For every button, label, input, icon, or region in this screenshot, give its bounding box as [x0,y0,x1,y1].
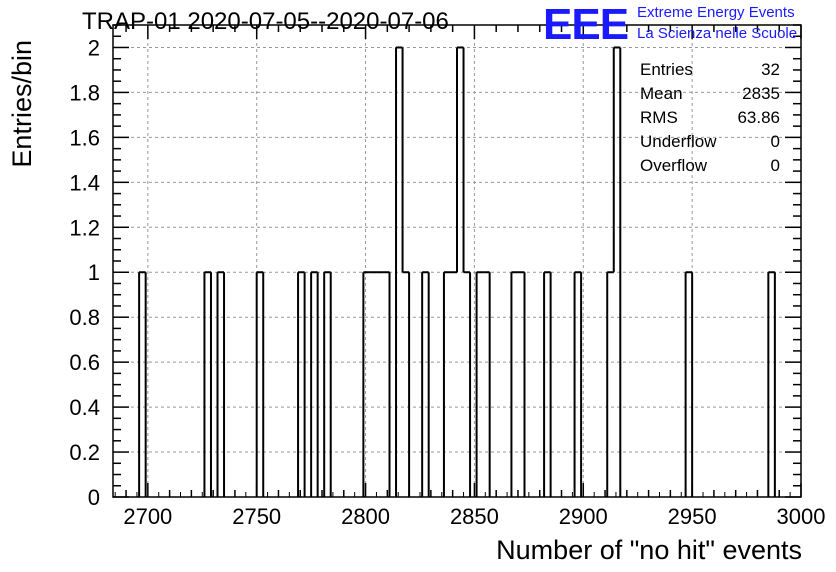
histogram-bins [138,46,776,497]
x-axis-ticks: 2700 2750 2800 2850 2900 2950 3000 [114,25,826,529]
y-axis-label: Entries/bin [7,40,37,168]
stat-label: Underflow [640,132,717,151]
stat-label: Entries [640,60,693,79]
y-tick-label: 1.8 [69,80,100,105]
stat-rms: RMS 63.86 [640,106,780,130]
eee-logo: EEE [543,0,629,49]
x-tick-label: 2700 [123,504,172,529]
x-tick-label: 3000 [777,504,826,529]
x-tick-label: 2750 [232,504,281,529]
y-tick-label: 0.2 [69,440,100,465]
stat-entries: Entries 32 [640,58,780,82]
y-tick-label: 0.8 [69,305,100,330]
x-tick-label: 2950 [668,504,717,529]
stat-underflow: Underflow 0 [640,130,780,154]
stat-value: 32 [761,60,780,79]
logo-line-1: Extreme Energy Events [637,4,795,21]
y-tick-label: 1 [88,260,100,285]
stat-mean: Mean 2835 [640,82,780,106]
y-tick-label: 1.4 [69,170,100,195]
y-tick-label: 1.6 [69,125,100,150]
y-tick-label: 1.2 [69,215,100,240]
stat-value: 0 [770,132,780,151]
x-tick-label: 2900 [559,504,608,529]
stats-box: Entries 32 Mean 2835 RMS 63.86 Underflow… [640,58,780,178]
y-tick-label: 0.6 [69,350,100,375]
stat-label: RMS [640,108,678,127]
logo-line-2: La Scienza nelle Scuole [637,25,798,42]
y-tick-label: 0 [88,485,100,510]
stat-label: Mean [640,84,683,103]
x-tick-label: 2800 [341,504,390,529]
chart-title: TRAP-01 2020-07-05--2020-07-06 [82,8,449,35]
x-axis-label: Number of "no hit" events [496,535,802,565]
y-tick-label: 2 [88,35,100,60]
stat-value: 2835 [742,84,780,103]
stat-value: 0 [770,156,780,175]
x-tick-label: 2850 [450,504,499,529]
stat-value: 63.86 [737,108,780,127]
stat-label: Overflow [640,156,708,175]
y-axis-ticks: 0 0.2 0.4 0.6 0.8 1 1.2 1.4 1.6 1.8 2 [69,24,801,510]
stat-overflow: Overflow 0 [640,154,780,178]
y-tick-label: 0.4 [69,395,100,420]
